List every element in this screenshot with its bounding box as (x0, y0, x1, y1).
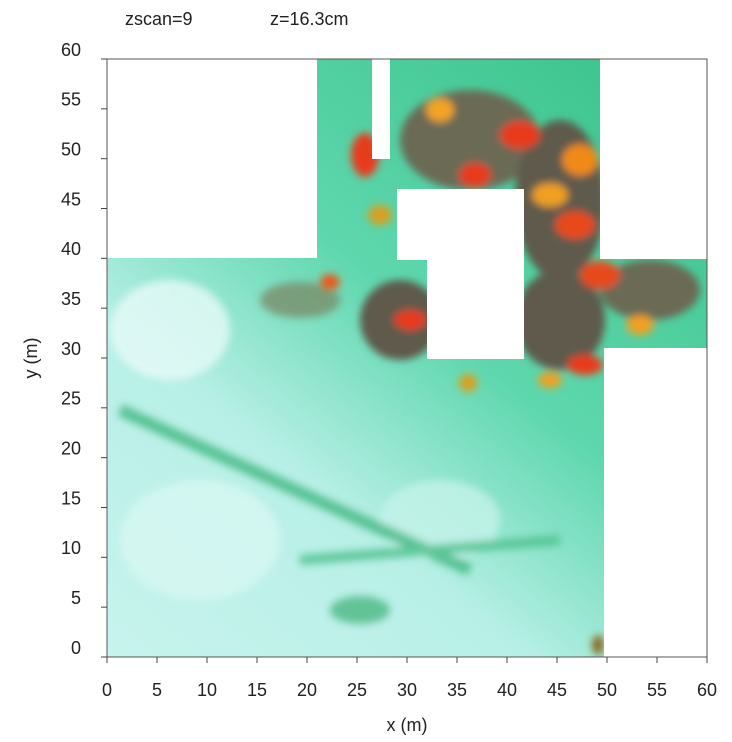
x-tick-label: 50 (597, 680, 617, 700)
x-tick-label: 15 (247, 680, 267, 700)
chart-title: zscan=9 (125, 9, 193, 29)
x-tick-label: 25 (347, 680, 367, 700)
chart-subtitle: z=16.3cm (270, 9, 349, 29)
x-tick-label: 35 (447, 680, 467, 700)
x-tick-label: 60 (697, 680, 717, 700)
x-tick-label: 5 (152, 680, 162, 700)
y-tick-label: 10 (61, 538, 81, 558)
y-tick-label: 40 (61, 239, 81, 259)
x-tick-label: 30 (397, 680, 417, 700)
y-tick-label: 30 (61, 339, 81, 359)
x-tick-label: 0 (102, 680, 112, 700)
x-axis-label: x (m) (387, 715, 428, 735)
x-tick-label: 20 (297, 680, 317, 700)
x-tick-label: 10 (197, 680, 217, 700)
x-tick-label: 40 (497, 680, 517, 700)
y-tick-label: 50 (61, 139, 81, 159)
y-tick-label: 45 (61, 189, 81, 209)
y-tick-label: 25 (61, 389, 81, 409)
x-tick-label: 45 (547, 680, 567, 700)
y-axis-label: y (m) (21, 338, 41, 379)
y-tick-label: 0 (71, 638, 81, 658)
x-tick-label: 55 (647, 680, 667, 700)
y-tick-label: 55 (61, 90, 81, 110)
y-tick-label: 35 (61, 289, 81, 309)
y-tick-label: 60 (61, 40, 81, 60)
heatmap-field (107, 59, 707, 657)
y-tick-label: 15 (61, 488, 81, 508)
y-tick-label: 20 (61, 438, 81, 458)
y-tick-label: 5 (71, 588, 81, 608)
